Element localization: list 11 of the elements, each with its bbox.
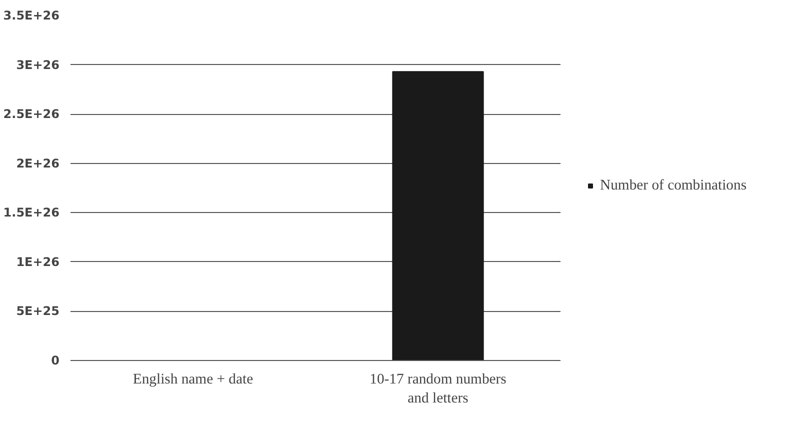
y-tick-label: 3E+26: [16, 58, 60, 72]
legend-label: Number of combinations: [600, 177, 747, 194]
y-tick-label: 5E+25: [16, 304, 60, 318]
y-tick-label: 2E+26: [16, 156, 60, 170]
y-tick-label: 1E+26: [16, 254, 60, 269]
y-tick-label: 0: [51, 354, 60, 368]
x-tick-label: English name + date: [132, 372, 254, 388]
y-tick-label: 2.5E+26: [3, 107, 60, 122]
y-tick-label: 1.5E+26: [3, 206, 60, 220]
y-tick-label: 3.5E+26: [3, 8, 60, 22]
x-tick-label: 10-17 random numbers and letters: [370, 372, 507, 407]
